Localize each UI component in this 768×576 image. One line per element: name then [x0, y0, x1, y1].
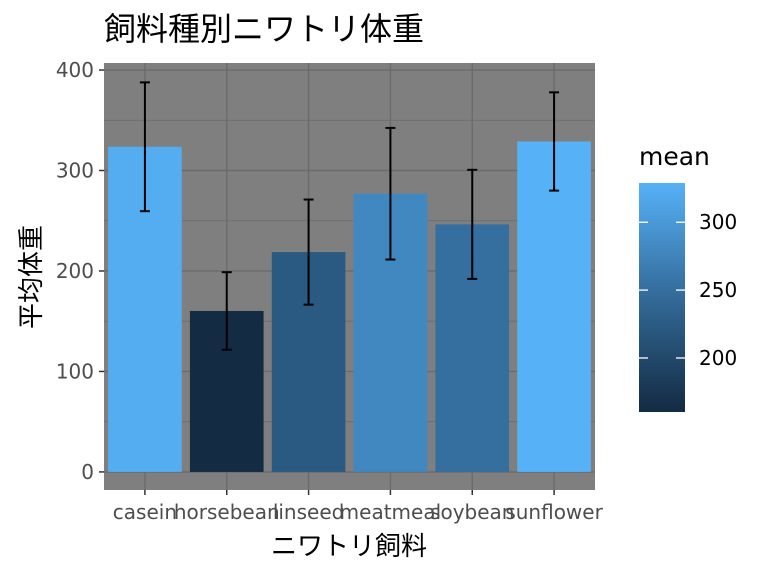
x-tick-label: sunflower: [505, 500, 603, 524]
x-tick-label: soybean: [430, 500, 514, 524]
x-axis-label: ニワトリ飼料: [271, 532, 427, 562]
y-tick-label: 100: [56, 359, 94, 383]
error-bar-linseed: [303, 198, 314, 306]
plot-panel: [104, 63, 595, 490]
bars: [108, 141, 591, 472]
minor-gridlines: [104, 119, 595, 423]
legend-tick-label: 250: [699, 278, 737, 302]
y-tick-label: 300: [56, 159, 94, 183]
legend-colorbar: [639, 183, 685, 412]
legend-ticks: 200 250 300: [639, 210, 737, 370]
x-tick-label: linseed: [273, 500, 345, 524]
legend-title: mean: [639, 142, 710, 171]
x-tick-label: horsebean: [174, 500, 280, 524]
x-tick-label: meatmeal: [340, 500, 441, 524]
error-bar-horsebean: [221, 271, 232, 351]
y-tick-label: 400: [56, 58, 94, 82]
error-bar-sunflower: [549, 91, 560, 192]
error-bar-casein: [139, 81, 150, 213]
legend-tick-label: 300: [699, 210, 737, 234]
bar-sunflower: [517, 141, 591, 472]
y-tick-label: 200: [56, 259, 94, 283]
error-bar-meatmeal: [385, 126, 396, 261]
y-axis-label: 平均体重: [17, 225, 47, 329]
error-bar-soybean: [467, 168, 478, 280]
x-tick-label: casein: [113, 500, 177, 524]
legend: mean 200 250 300: [639, 142, 737, 412]
y-tick-label: 0: [81, 460, 94, 484]
chart-title: 飼料種別ニワトリ体重: [104, 10, 424, 48]
y-axis: 0 100 200 300 400: [56, 58, 104, 484]
legend-tick-label: 200: [699, 346, 737, 370]
x-axis: caseinhorsebeanlinseedmeatmealsoybeansun…: [113, 490, 604, 524]
error-bars: [139, 81, 560, 351]
